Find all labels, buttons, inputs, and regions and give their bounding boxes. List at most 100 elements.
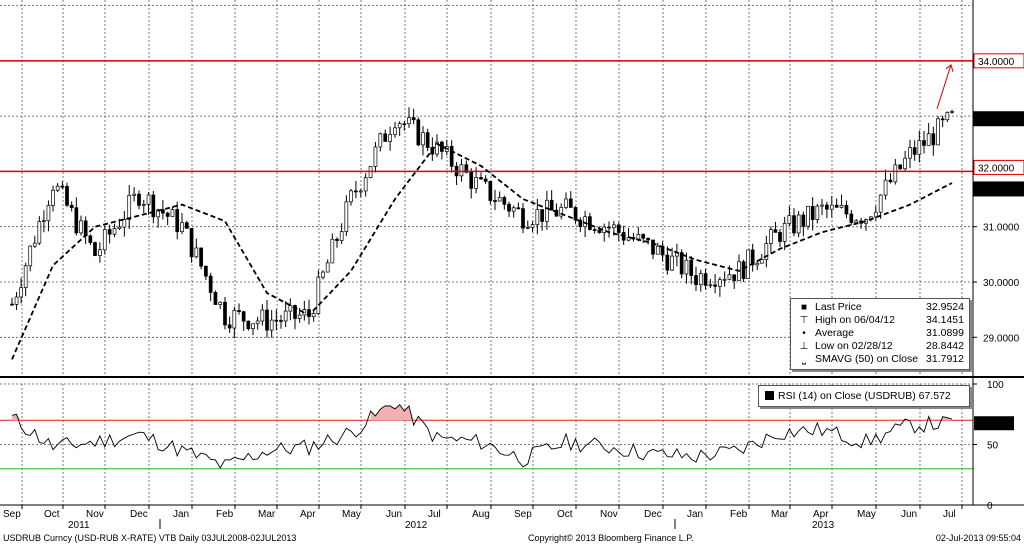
candle-body — [474, 177, 478, 189]
xtick-label: Jan — [173, 509, 189, 520]
candle-body — [483, 178, 488, 182]
candle-body — [184, 222, 189, 229]
candle-body — [898, 164, 903, 170]
candle-body — [137, 193, 141, 206]
candle-body — [787, 215, 792, 224]
candle-body — [316, 276, 321, 314]
low-marker-icon: ⊥ — [799, 341, 809, 352]
candle-body — [407, 117, 411, 125]
candle-body — [578, 219, 583, 228]
rsi-line — [11, 404, 953, 469]
candle-body — [60, 185, 65, 188]
xtick-label: Feb — [730, 509, 748, 520]
candle-body — [32, 242, 37, 247]
candle-body — [112, 228, 117, 235]
year-label: 2011 — [68, 520, 90, 531]
candle-body — [397, 123, 402, 129]
rsi-ytick-label: 0 — [987, 501, 993, 512]
xtick-label: Aug — [472, 509, 490, 520]
candle-body — [223, 301, 227, 326]
candle-body — [10, 303, 14, 306]
square-icon: ■ — [800, 302, 808, 313]
candle-body — [883, 179, 888, 196]
arrow-shaft — [936, 64, 952, 110]
candle-body — [917, 140, 922, 155]
candle-body — [208, 275, 213, 293]
candle-body — [792, 215, 796, 234]
candle-body — [549, 199, 554, 211]
candle-body — [19, 287, 23, 298]
candle-body — [55, 185, 60, 191]
price-legend: ■ Last Price 32.9524 ⊤ High on 06/04/12 34.1… — [790, 298, 970, 370]
xtick-label: Oct — [44, 509, 60, 520]
legend-low: ⊥ Low on 02/28/12 28.8442 — [799, 340, 964, 352]
candle-body — [651, 239, 655, 255]
candle-body — [51, 189, 55, 206]
candle-body — [358, 190, 363, 193]
candle-body — [46, 205, 51, 222]
sma-marker-icon: ⎵ — [802, 354, 806, 365]
candle-body — [28, 245, 33, 267]
candle-body — [180, 222, 184, 232]
candle-body — [888, 179, 893, 183]
candle-body — [554, 209, 559, 217]
candle-body — [69, 204, 74, 208]
price-candles — [10, 107, 954, 339]
candle-body — [373, 146, 378, 167]
xtick-label: Jan — [687, 509, 703, 520]
candle-body — [260, 309, 265, 322]
candle-body — [511, 207, 516, 212]
candle-body — [545, 199, 549, 222]
candle-body — [713, 284, 717, 287]
candle-body — [204, 265, 208, 277]
candle-body — [321, 271, 325, 278]
candle-body — [521, 208, 525, 229]
xtick-label: Mar — [771, 509, 789, 520]
candle-body — [746, 249, 750, 279]
candle-body — [573, 207, 578, 221]
xtick-label: Nov — [600, 509, 618, 520]
candle-body — [218, 301, 223, 305]
value-label-box — [973, 181, 1024, 197]
axes: 31.0000 30.0000 29.0000 34.0000 32.9524 32.00… — [0, 0, 1024, 531]
candle-body — [732, 274, 737, 282]
candle-body — [488, 181, 493, 201]
candle-body — [199, 247, 203, 267]
candle-body — [908, 147, 912, 159]
candle-body — [251, 323, 255, 329]
candle-body — [23, 265, 28, 288]
xtick-label: Jul — [428, 509, 441, 520]
legend-last-price: ■ Last Price 32.9524 — [791, 301, 969, 314]
candle-body — [708, 284, 713, 287]
xtick-label: Sep — [3, 509, 21, 520]
candle-body — [616, 224, 621, 233]
candle-body — [288, 305, 293, 312]
candle-body — [820, 204, 824, 207]
candle-body — [421, 132, 425, 146]
xtick-label: Oct — [557, 509, 573, 520]
candle-body — [825, 204, 829, 210]
candle-body — [141, 203, 146, 206]
candle-body — [530, 224, 535, 228]
candle-body — [612, 224, 616, 229]
candle-body — [854, 220, 859, 223]
rsi-ytick-label: 100 — [987, 380, 1004, 391]
candle-body — [516, 207, 521, 210]
candle-body — [698, 273, 703, 286]
candle-body — [37, 221, 42, 244]
candle-body — [146, 194, 151, 205]
candle-body — [750, 249, 755, 266]
candle-body — [79, 220, 83, 234]
candle-body — [237, 310, 241, 312]
trend-arrow — [936, 63, 954, 110]
candle-body — [274, 319, 279, 322]
candle-body — [213, 292, 218, 305]
candle-body — [796, 214, 801, 234]
candle-body — [665, 254, 670, 271]
candle-body — [402, 123, 407, 126]
candle-body — [107, 229, 112, 235]
candle-body — [246, 320, 251, 329]
xtick-label: Dec — [130, 509, 148, 520]
candle-body — [839, 205, 844, 208]
candle-body — [597, 229, 602, 234]
